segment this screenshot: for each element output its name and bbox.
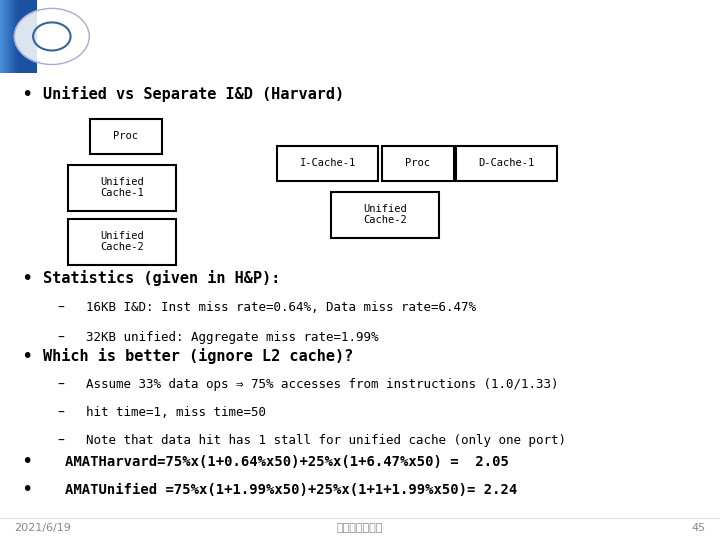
- Bar: [9, 0, 29, 73]
- Text: Unified
Cache-1: Unified Cache-1: [101, 177, 144, 199]
- Bar: [4, 0, 23, 73]
- Bar: [6, 0, 26, 73]
- Bar: [2, 0, 22, 73]
- Bar: [1, 0, 22, 73]
- Text: Unified
Cache-2: Unified Cache-2: [101, 231, 144, 252]
- Bar: [12, 0, 31, 73]
- Bar: [10, 0, 30, 73]
- Text: –: –: [58, 406, 65, 420]
- Bar: [0, 73, 720, 540]
- Bar: [3, 0, 22, 73]
- Text: Unified vs Separate I&D (Harvard): Unified vs Separate I&D (Harvard): [43, 86, 344, 103]
- Text: 45: 45: [691, 523, 706, 533]
- FancyBboxPatch shape: [68, 165, 176, 211]
- Bar: [6, 0, 24, 73]
- FancyBboxPatch shape: [277, 146, 378, 181]
- Bar: [16, 0, 35, 73]
- Text: •: •: [22, 347, 33, 366]
- Bar: [9, 0, 29, 73]
- Bar: [5, 0, 24, 73]
- Bar: [1, 0, 20, 73]
- Bar: [17, 0, 37, 73]
- FancyBboxPatch shape: [331, 192, 439, 238]
- Text: 32KB unified: Aggregate miss rate=1.99%: 32KB unified: Aggregate miss rate=1.99%: [86, 331, 379, 344]
- Text: Statistics (given in H&P):: Statistics (given in H&P):: [43, 270, 281, 286]
- Text: AMATUnified =75%x(1+1.99%x50)+25%x(1+1+1.99%x50)= 2.24: AMATUnified =75%x(1+1.99%x50)+25%x(1+1+1…: [65, 483, 517, 497]
- FancyBboxPatch shape: [68, 219, 176, 265]
- Text: Note that data hit has 1 stall for unified cache (only one port): Note that data hit has 1 stall for unifi…: [86, 434, 567, 447]
- Text: I-Cache-1: I-Cache-1: [300, 158, 356, 168]
- Bar: [14, 0, 33, 73]
- Bar: [8, 0, 27, 73]
- Bar: [4, 0, 24, 73]
- Text: Unified
Cache-2: Unified Cache-2: [364, 204, 407, 226]
- Text: Assume 33% data ops ⇒ 75% accesses from instructions (1.0/1.33): Assume 33% data ops ⇒ 75% accesses from …: [86, 378, 559, 391]
- Text: –: –: [58, 377, 65, 392]
- Text: D-Cache-1: D-Cache-1: [478, 158, 534, 168]
- FancyBboxPatch shape: [90, 119, 162, 154]
- Text: 计算机体系结构: 计算机体系结构: [337, 523, 383, 533]
- Text: Proc: Proc: [114, 131, 138, 141]
- Bar: [8, 0, 27, 73]
- Bar: [17, 0, 37, 73]
- Bar: [1, 0, 21, 73]
- Bar: [12, 0, 32, 73]
- Bar: [1, 0, 20, 73]
- Bar: [15, 0, 35, 73]
- Bar: [17, 0, 36, 73]
- Text: •: •: [22, 85, 33, 104]
- Text: Proc: Proc: [405, 158, 430, 168]
- Text: •: •: [22, 268, 33, 288]
- Text: Example: Harvard Architecture: Example: Harvard Architecture: [139, 23, 624, 50]
- Bar: [9, 0, 28, 73]
- FancyBboxPatch shape: [456, 146, 557, 181]
- Text: hit time=1, miss time=50: hit time=1, miss time=50: [86, 406, 266, 419]
- Circle shape: [14, 8, 89, 64]
- Text: •: •: [22, 452, 33, 471]
- Text: 2021/6/19: 2021/6/19: [14, 523, 71, 533]
- Bar: [13, 0, 32, 73]
- Bar: [10, 0, 30, 73]
- Text: –: –: [58, 330, 65, 345]
- Text: •: •: [22, 480, 33, 500]
- Bar: [11, 0, 30, 73]
- Text: AMATHarvard=75%x(1+0.64%x50)+25%x(1+6.47%x50) =  2.05: AMATHarvard=75%x(1+0.64%x50)+25%x(1+6.47…: [65, 455, 508, 469]
- Text: Which is better (ignore L2 cache)?: Which is better (ignore L2 cache)?: [43, 348, 354, 364]
- Bar: [7, 0, 27, 73]
- Text: –: –: [58, 301, 65, 315]
- Bar: [12, 0, 31, 73]
- Bar: [3, 0, 22, 73]
- Bar: [0, 0, 19, 73]
- Text: 16KB I&D: Inst miss rate=0.64%, Data miss rate=6.47%: 16KB I&D: Inst miss rate=0.64%, Data mis…: [86, 301, 477, 314]
- Bar: [4, 0, 24, 73]
- Bar: [14, 0, 33, 73]
- Bar: [12, 0, 32, 73]
- Bar: [15, 0, 35, 73]
- Bar: [14, 0, 34, 73]
- FancyBboxPatch shape: [382, 146, 454, 181]
- Bar: [6, 0, 26, 73]
- Bar: [6, 0, 25, 73]
- Text: –: –: [58, 434, 65, 448]
- Bar: [16, 0, 36, 73]
